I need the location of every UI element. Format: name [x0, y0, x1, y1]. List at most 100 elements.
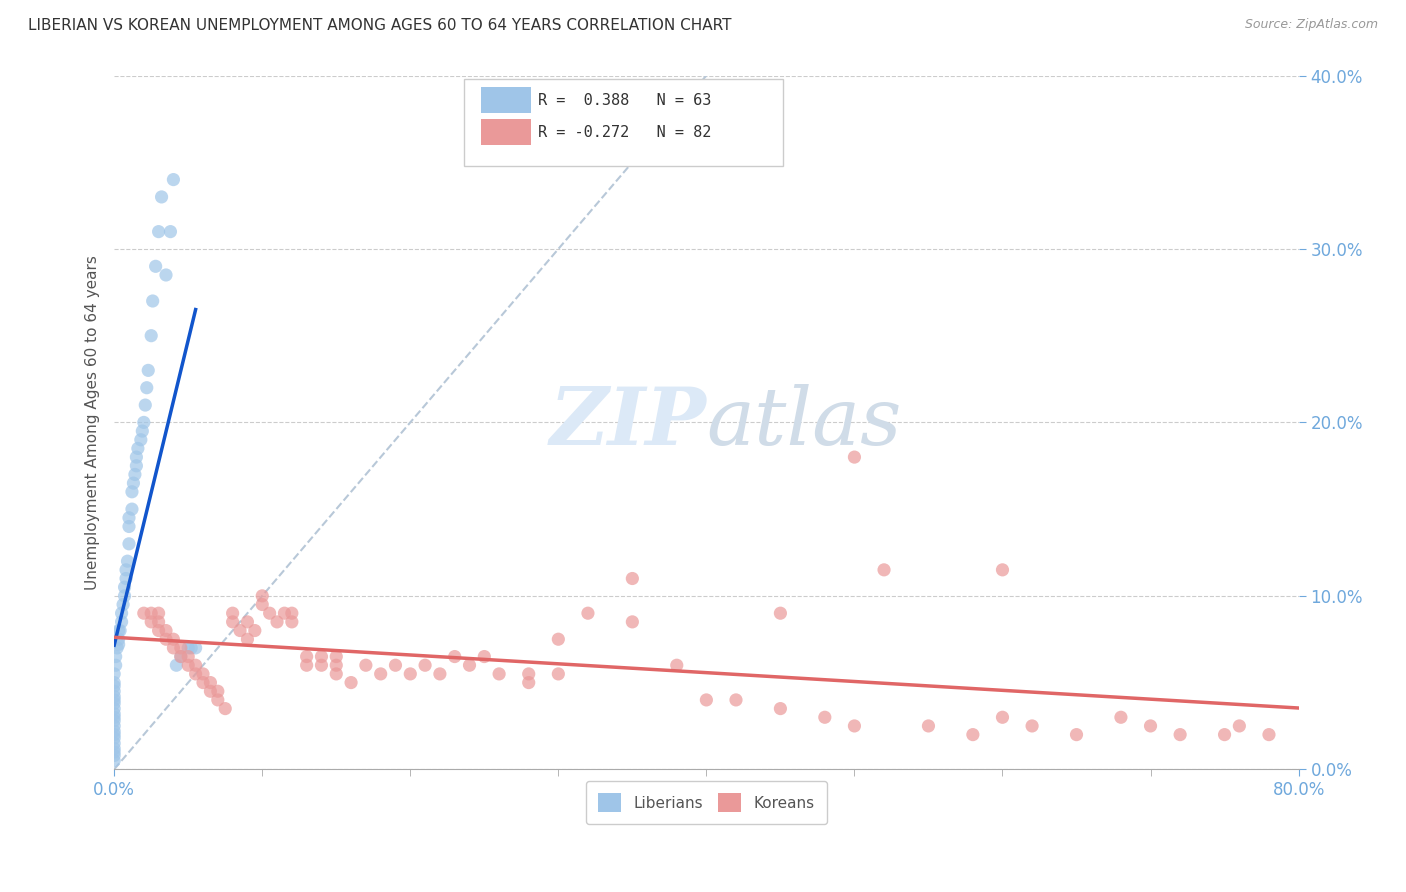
- Point: [1139, 719, 1161, 733]
- Point: [121, 502, 143, 516]
- Point: [221, 615, 243, 629]
- Point: [184, 658, 207, 673]
- Point: [1213, 728, 1236, 742]
- Point: [110, 606, 132, 620]
- Point: [769, 701, 792, 715]
- Point: [207, 693, 229, 707]
- Point: [134, 398, 156, 412]
- Point: [517, 667, 540, 681]
- Point: [399, 667, 422, 681]
- Point: [108, 624, 131, 638]
- Point: [127, 442, 149, 456]
- Point: [141, 328, 163, 343]
- Point: [1066, 728, 1088, 742]
- Point: [621, 572, 644, 586]
- Point: [295, 649, 318, 664]
- Point: [325, 658, 347, 673]
- Point: [1021, 719, 1043, 733]
- Point: [170, 649, 193, 664]
- Point: [547, 632, 569, 647]
- Point: [103, 741, 125, 756]
- Point: [104, 649, 127, 664]
- Point: [148, 606, 170, 620]
- Point: [281, 606, 304, 620]
- Point: [125, 458, 148, 473]
- Point: [1258, 728, 1281, 742]
- Point: [325, 667, 347, 681]
- Point: [103, 754, 125, 768]
- Point: [136, 363, 159, 377]
- Point: [131, 424, 153, 438]
- Point: [311, 649, 333, 664]
- Point: [159, 225, 181, 239]
- Point: [155, 624, 177, 638]
- Point: [148, 624, 170, 638]
- Point: [236, 615, 259, 629]
- Point: [200, 684, 222, 698]
- Point: [962, 728, 984, 742]
- Point: [162, 632, 184, 647]
- Point: [354, 658, 377, 673]
- Point: [121, 484, 143, 499]
- Point: [252, 598, 274, 612]
- Point: [243, 624, 266, 638]
- Point: [162, 172, 184, 186]
- Point: [110, 615, 132, 629]
- Point: [191, 667, 214, 681]
- Point: [340, 675, 363, 690]
- Y-axis label: Unemployment Among Ages 60 to 64 years: Unemployment Among Ages 60 to 64 years: [86, 255, 100, 590]
- Point: [443, 649, 465, 664]
- Point: [370, 667, 392, 681]
- Point: [221, 606, 243, 620]
- Point: [118, 511, 141, 525]
- FancyBboxPatch shape: [481, 120, 531, 145]
- FancyBboxPatch shape: [481, 87, 531, 113]
- Point: [214, 701, 236, 715]
- Point: [844, 450, 866, 464]
- Point: [114, 580, 136, 594]
- Point: [103, 679, 125, 693]
- Point: [177, 649, 200, 664]
- Point: [1227, 719, 1250, 733]
- Point: [103, 675, 125, 690]
- Point: [295, 658, 318, 673]
- Point: [621, 615, 644, 629]
- Point: [141, 606, 163, 620]
- Point: [103, 745, 125, 759]
- Point: [384, 658, 406, 673]
- Legend: Liberians, Koreans: Liberians, Koreans: [586, 781, 827, 824]
- Text: atlas: atlas: [706, 384, 901, 461]
- Point: [162, 640, 184, 655]
- Point: [266, 615, 288, 629]
- Point: [105, 640, 128, 655]
- Point: [165, 658, 187, 673]
- Point: [458, 658, 481, 673]
- Point: [103, 697, 125, 711]
- Point: [229, 624, 252, 638]
- Point: [132, 416, 155, 430]
- Point: [547, 667, 569, 681]
- Point: [103, 684, 125, 698]
- Point: [170, 640, 193, 655]
- Point: [129, 433, 152, 447]
- Point: [665, 658, 688, 673]
- Text: ZIP: ZIP: [550, 384, 706, 461]
- Point: [517, 675, 540, 690]
- Point: [107, 632, 129, 647]
- Point: [103, 731, 125, 745]
- Point: [252, 589, 274, 603]
- Point: [991, 710, 1014, 724]
- Point: [150, 190, 173, 204]
- Point: [873, 563, 896, 577]
- FancyBboxPatch shape: [464, 79, 783, 166]
- Point: [917, 719, 939, 733]
- Point: [107, 637, 129, 651]
- Point: [135, 381, 157, 395]
- Point: [103, 736, 125, 750]
- Point: [695, 693, 717, 707]
- Text: LIBERIAN VS KOREAN UNEMPLOYMENT AMONG AGES 60 TO 64 YEARS CORRELATION CHART: LIBERIAN VS KOREAN UNEMPLOYMENT AMONG AG…: [28, 18, 731, 33]
- Point: [1109, 710, 1132, 724]
- Point: [177, 640, 200, 655]
- Point: [114, 589, 136, 603]
- Point: [115, 572, 138, 586]
